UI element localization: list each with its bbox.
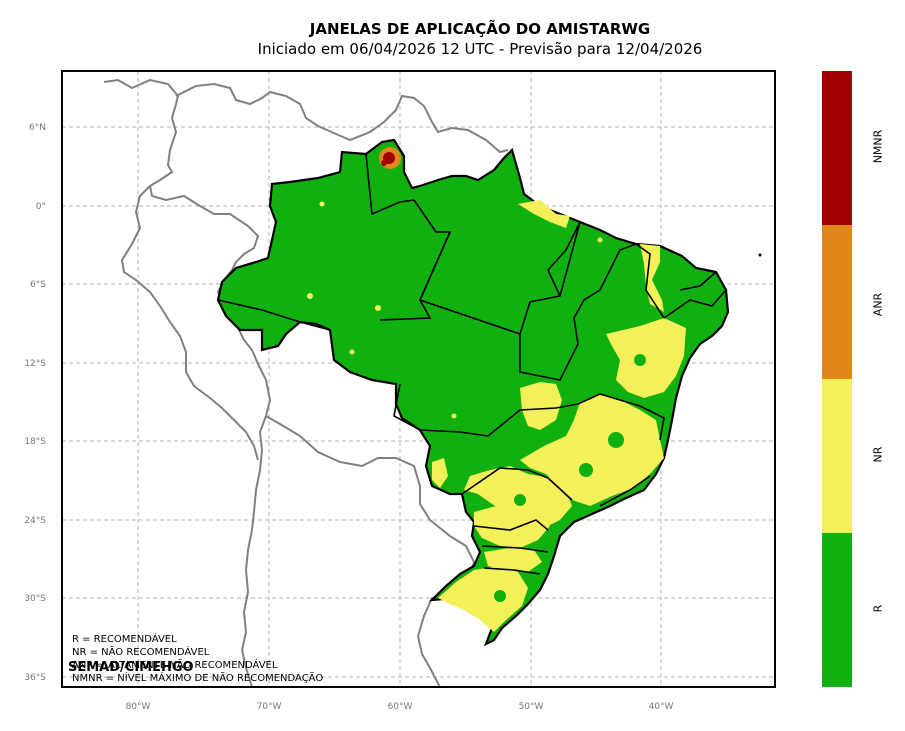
legend-text: R = RECOMENDÁVEL NR = NÃO RECOMENDÁVEL A…: [72, 633, 323, 685]
nr-spot-2: [375, 305, 381, 311]
border-sp-pr: [473, 519, 549, 531]
colorbar-label-r: R: [871, 604, 885, 613]
r-patch-2: [579, 463, 593, 477]
colorbar-segment-nmnr: [822, 71, 852, 225]
lat-tick-label: 30°S: [24, 594, 46, 604]
nr-area-para-coast: [518, 200, 570, 228]
southern-cone-outline: [265, 415, 476, 688]
lat-tick-label: 6°S: [30, 280, 46, 290]
nr-areas: [307, 200, 686, 632]
legend-line-r: R = RECOMENDÁVEL: [72, 634, 177, 645]
legend-line-anr: ANR = ALTAMENTE NÃO RECOMENDÁVEL: [72, 660, 278, 671]
border-rj-es: [599, 475, 651, 507]
border-sc-rs: [483, 567, 541, 575]
brazil-territory: [216, 138, 730, 647]
nr-area-goias: [520, 382, 562, 430]
border-pi-ba: [635, 243, 665, 319]
nr-spot-4: [319, 201, 325, 207]
border-rr-am: [365, 153, 415, 216]
legend-line-nmnr: NMNR = NÍVEL MÁXIMO DE NÃO RECOMENDAÇÃO: [72, 673, 324, 684]
lat-tick-label: 24°S: [24, 516, 46, 526]
r-patches: [494, 354, 646, 602]
colorbar-label-nr: NR: [871, 446, 885, 463]
map-subtitle: Iniciado em 06/04/2026 12 UTC - Previsão…: [257, 40, 703, 58]
border-ne-states: [663, 289, 727, 319]
nr-spot-5: [451, 413, 457, 419]
lat-tick-label: 6°N: [29, 123, 46, 133]
nr-spot-6: [597, 237, 603, 243]
border-mg-ba: [577, 393, 665, 441]
map-title: JANELAS DE APLICAÇÃO DO AMISTARWG: [309, 20, 651, 38]
colorbar-label-anr: ANR: [871, 292, 885, 317]
lat-tick-label: 0°: [36, 202, 46, 212]
nr-area-santa-catarina: [484, 548, 542, 572]
credit-label: SEMAD/CIMEHGO: [68, 660, 194, 675]
nr-spot-3: [349, 349, 355, 355]
r-patch-3: [634, 354, 646, 366]
lon-tick-label: 70°W: [257, 702, 282, 712]
colorbar-segment-r: [822, 533, 852, 687]
border-ma-pi: [573, 243, 637, 319]
nmnr-spot-roraima: [381, 160, 387, 166]
lat-tick-label: 36°S: [24, 673, 46, 683]
state-borders: [217, 153, 727, 575]
colorbar-segment-nr: [822, 379, 852, 533]
border-pa-to: [547, 221, 581, 297]
map-border: [61, 70, 776, 688]
nr-area-parana: [474, 506, 550, 548]
border-pa-mt: [418, 221, 581, 336]
south-america-outline: [103, 78, 272, 688]
r-patch-5: [514, 494, 526, 506]
lon-tick-label: 60°W: [388, 702, 413, 712]
nr-spot-1: [307, 293, 313, 299]
colorbar: [822, 71, 852, 687]
border-mt-ms: [393, 383, 489, 437]
lon-tick-label: 80°W: [126, 702, 151, 712]
nr-area-mato-grosso-do-sul: [432, 458, 448, 488]
colorbar-segment-anr: [822, 225, 852, 379]
nr-area-bahia: [606, 318, 686, 398]
lat-tick-label: 12°S: [24, 359, 46, 369]
lon-tick-label: 40°W: [649, 702, 674, 712]
nr-area-minas-gerais: [520, 394, 664, 506]
lon-tick-label: 50°W: [519, 702, 544, 712]
border-pe-pb: [679, 271, 717, 291]
border-pr-sc: [481, 545, 549, 553]
west-coast-outline: [120, 185, 259, 461]
border-ms-sp: [461, 467, 573, 501]
border-to-go: [519, 317, 579, 381]
longitude-tick-labels: 80°W 70°W 60°W 50°W 40°W: [126, 702, 674, 712]
latitude-tick-labels: 6°N 0° 6°S 12°S 18°S 24°S 30°S 36°S: [24, 123, 46, 683]
r-patch-4: [494, 590, 506, 602]
venezuela-guyana-outline: [175, 82, 509, 154]
border-am-ac: [217, 299, 331, 331]
lat-tick-label: 18°S: [24, 437, 46, 447]
island-dot: [758, 253, 762, 257]
legend-line-nr: NR = NÃO RECOMENDÁVEL: [72, 647, 210, 658]
nr-area-piaui: [640, 244, 664, 312]
border-go-mg: [487, 403, 579, 437]
nr-area-rio-grande-do-sul: [438, 566, 528, 632]
colorbar-label-nmnr: NMNR: [871, 129, 885, 164]
r-patch-1: [608, 432, 624, 448]
